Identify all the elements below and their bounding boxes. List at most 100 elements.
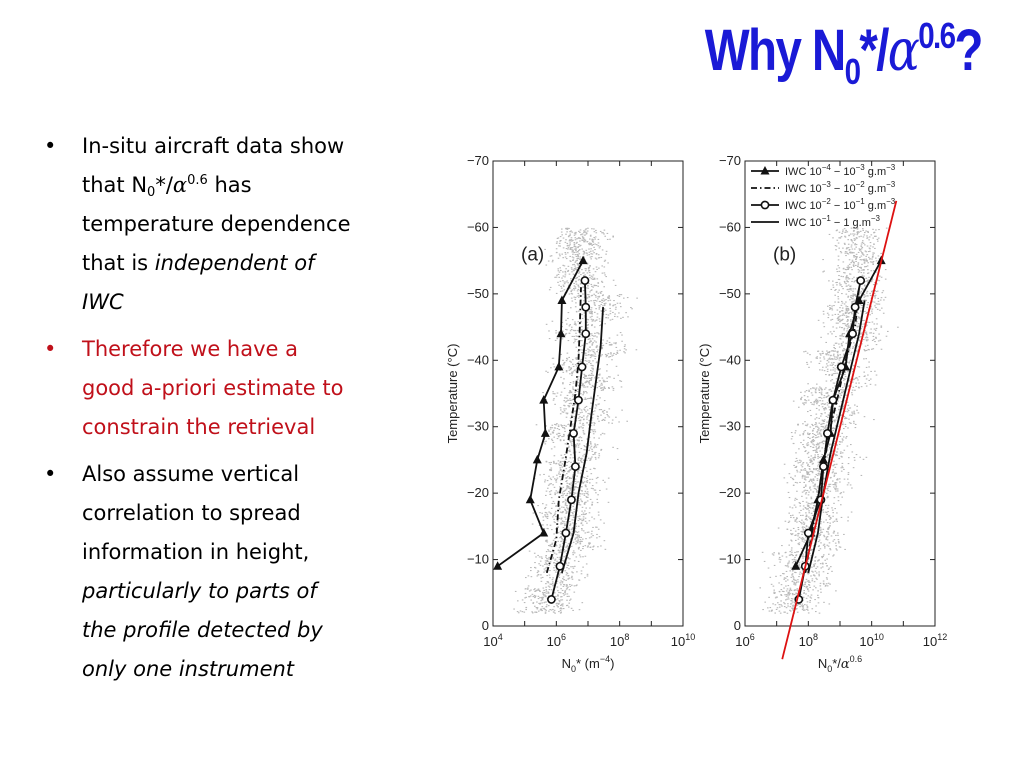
scatter-point <box>582 482 584 484</box>
scatter-point <box>814 485 816 487</box>
scatter-point <box>581 326 583 328</box>
scatter-point <box>603 233 605 235</box>
scatter-point <box>859 318 861 320</box>
scatter-point <box>589 383 591 385</box>
scatter-point <box>554 571 557 573</box>
scatter-point <box>582 459 585 461</box>
scatter-point <box>594 284 597 286</box>
scatter-point <box>839 435 842 437</box>
scatter-point <box>871 278 874 280</box>
scatter-point <box>616 334 619 336</box>
scatter-point <box>578 275 580 277</box>
scatter-point <box>581 481 583 483</box>
scatter-point <box>806 606 809 608</box>
scatter-point <box>567 340 570 342</box>
scatter-point <box>605 276 607 278</box>
scatter-point <box>603 304 606 306</box>
scatter-point <box>787 596 790 598</box>
scatter-point <box>789 551 791 553</box>
scatter-point <box>872 263 874 265</box>
scatter-point <box>827 545 830 547</box>
scatter-point <box>843 428 845 430</box>
scatter-point <box>792 569 794 571</box>
scatter-point <box>805 597 808 599</box>
scatter-point <box>858 387 860 389</box>
scatter-point <box>794 571 796 573</box>
scatter-point <box>810 479 813 481</box>
scatter-point <box>572 550 575 552</box>
scatter-point <box>564 509 567 511</box>
scatter-point <box>858 248 861 250</box>
scatter-point <box>604 299 606 301</box>
scatter-point <box>823 583 825 585</box>
scatter-point <box>841 438 844 440</box>
scatter-point <box>577 292 580 294</box>
scatter-point <box>768 596 770 598</box>
scatter-point <box>792 527 795 529</box>
scatter-point <box>872 255 874 257</box>
scatter-point <box>591 335 594 337</box>
scatter-point <box>590 275 593 277</box>
scatter-point <box>844 236 847 238</box>
scatter-point <box>577 538 579 540</box>
scatter-point <box>820 425 823 427</box>
scatter-point <box>598 333 600 335</box>
scatter-point <box>853 239 856 241</box>
scatter-point <box>854 389 856 391</box>
scatter-point <box>534 562 536 564</box>
scatter-point <box>594 358 596 360</box>
scatter-point <box>825 392 828 394</box>
scatter-point <box>588 300 590 302</box>
scatter-point <box>875 374 878 376</box>
scatter-point <box>546 524 548 526</box>
scatter-point <box>813 509 816 511</box>
scatter-point <box>584 270 587 272</box>
scatter-point <box>800 593 802 595</box>
scatter-point <box>567 508 570 510</box>
scatter-point <box>847 265 850 267</box>
scatter-point <box>570 247 573 249</box>
scatter-point <box>770 583 773 585</box>
scatter-point <box>593 349 595 351</box>
scatter-point <box>585 411 587 413</box>
scatter-point <box>555 330 557 332</box>
scatter-point <box>554 393 556 395</box>
scatter-point <box>558 552 560 554</box>
scatter-point <box>811 403 813 405</box>
scatter-point <box>846 308 848 310</box>
scatter-point <box>857 262 860 264</box>
scatter-point <box>572 386 574 388</box>
scatter-point <box>586 377 588 379</box>
scatter-point <box>579 283 582 285</box>
scatter-point <box>577 254 579 256</box>
scatter-point <box>560 465 562 467</box>
scatter-point <box>814 575 816 577</box>
scatter-point <box>815 417 818 419</box>
scatter-point <box>607 415 609 417</box>
scatter-point <box>575 534 577 536</box>
scatter-point <box>813 459 815 461</box>
scatter-point <box>798 520 801 522</box>
scatter-point <box>570 461 572 463</box>
scatter-point <box>866 295 869 297</box>
scatter-point <box>865 349 868 351</box>
scatter-point <box>567 586 569 588</box>
scatter-point <box>592 274 595 276</box>
scatter-point <box>805 497 808 499</box>
scatter-point <box>800 605 803 607</box>
scatter-point <box>843 383 846 385</box>
scatter-point <box>549 570 551 572</box>
scatter-point <box>840 455 843 457</box>
x-axis-label: N0* (m−4) <box>562 654 615 674</box>
scatter-point <box>857 323 860 325</box>
scatter-point <box>577 247 579 249</box>
scatter-point <box>585 486 587 488</box>
scatter-point <box>850 422 852 424</box>
scatter-point <box>812 446 815 448</box>
scatter-point <box>824 403 827 405</box>
scatter-point <box>573 585 576 587</box>
scatter-point <box>834 372 837 374</box>
scatter-point <box>552 391 554 393</box>
scatter-point <box>620 380 623 382</box>
scatter-point <box>815 400 818 402</box>
